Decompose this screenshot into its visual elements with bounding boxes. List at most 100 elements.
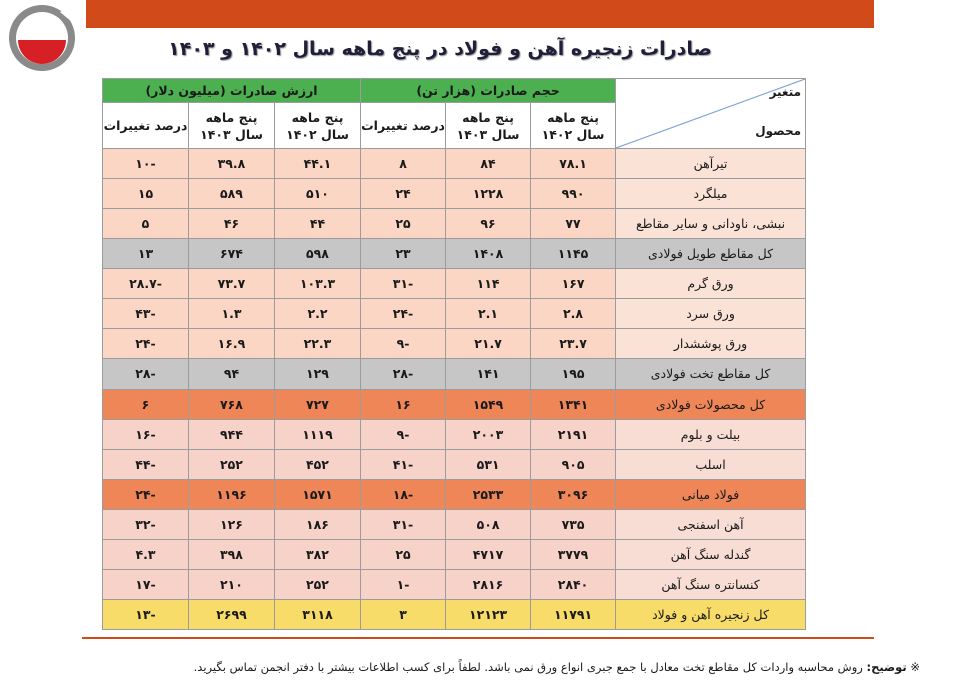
value-1403-cell: ۴۶ [188, 208, 275, 240]
table-row: کل مقاطع طویل فولادی ۱۱۴۵ ۱۴۰۸ ۲۳ ۵۹۸ ۶۷۴ ۱۳ [102, 238, 807, 270]
value-change-cell: -۱۰ [102, 147, 189, 180]
table-row: بیلت و بلوم ۲۱۹۱ ۲۰۰۳ -۹ ۱۱۱۹ ۹۴۴ -۱۶ [102, 418, 807, 450]
volume-1403-cell: ۲.۱ [445, 298, 532, 330]
volume-1403-cell: ۸۴ [445, 147, 532, 180]
value-1403-cell: ۲۶۹۹ [188, 598, 275, 631]
volume-1403-cell: ۵۳۱ [445, 448, 532, 480]
group-header-value: ارزش صادرات (میلیون دلار) [102, 78, 361, 103]
product-name-cell: ورق پوششدار [615, 328, 807, 360]
group-header-volume: حجم صادرات (هزار تن) [359, 78, 617, 103]
volume-1403-cell: ۴۷۱۷ [445, 538, 532, 570]
table-row: کل زنجیره آهن و فولاد ۱۱۷۹۱ ۱۲۱۲۳ ۳ ۳۱۱۸ ۲۶۹۹… [102, 598, 807, 631]
volume-1402-cell: ۱۶۷ [530, 268, 617, 300]
product-name-cell: ورق سرد [615, 298, 807, 330]
value-1403-cell: ۱.۳ [188, 298, 275, 330]
product-name-cell: فولاد میانی [615, 478, 807, 510]
volume-1402-cell: ۱۳۴۱ [530, 388, 617, 420]
value-1403-cell: ۱۱۹۶ [188, 478, 275, 510]
volume-change-cell: -۲۴ [359, 298, 447, 330]
value-1403-cell: ۳۹.۸ [188, 147, 275, 180]
subheader-volume-change: درصد تغییرات [359, 102, 447, 149]
value-1402-cell: ۵۱۰ [274, 178, 361, 210]
value-1403-cell: ۲۵۲ [188, 448, 275, 480]
value-change-cell: -۴۴ [102, 448, 189, 480]
product-name-cell: کل مقاطع طویل فولادی [615, 238, 807, 270]
value-change-cell: -۲۸ [102, 358, 189, 390]
table-row: تیرآهن ۷۸.۱ ۸۴ ۸ ۴۴.۱ ۳۹.۸ -۱۰ [102, 147, 807, 180]
table-row: کنسانتره سنگ آهن ۲۸۴۰ ۲۸۱۶ -۱ ۲۵۲ ۲۱۰ -۱۷ [102, 568, 807, 600]
volume-1403-cell: ۲۱.۷ [445, 328, 532, 360]
value-1402-cell: ۴۴ [274, 208, 361, 240]
volume-1402-cell: ۳۰۹۶ [530, 478, 617, 510]
table-row: اسلب ۹۰۵ ۵۳۱ -۴۱ ۴۵۲ ۲۵۲ -۴۴ [102, 448, 807, 480]
volume-change-cell: ۱۶ [359, 388, 447, 420]
volume-1403-cell: ۱۵۴۹ [445, 388, 532, 420]
value-change-cell: -۲۸.۷ [102, 268, 189, 300]
table-row: گندله سنگ آهن ۳۷۷۹ ۴۷۱۷ ۲۵ ۳۸۲ ۳۹۸ ۴.۳ [102, 538, 807, 570]
value-1402-cell: ۱۲۹ [274, 358, 361, 390]
product-name-cell: اسلب [615, 448, 807, 480]
table-row: نبشی، ناودانی و سایر مقاطع ۷۷ ۹۶ ۲۵ ۴۴ ۴۶ ۵ [102, 208, 807, 240]
page-title: صادرات زنجیره آهن و فولاد در پنج ماهه سا… [168, 38, 712, 60]
table-row: ورق سرد ۲.۸ ۲.۱ -۲۴ ۲.۲ ۱.۳ -۴۳ [102, 298, 807, 330]
value-1402-cell: ۱۰۳.۳ [274, 268, 361, 300]
value-change-cell: -۲۴ [102, 328, 189, 360]
value-change-cell: ۵ [102, 208, 189, 240]
volume-change-cell: -۴۱ [359, 448, 447, 480]
value-change-cell: -۴۳ [102, 298, 189, 330]
volume-change-cell: ۲۴ [359, 178, 447, 210]
value-1402-cell: ۲.۲ [274, 298, 361, 330]
top-accent-bar [86, 0, 874, 28]
volume-change-cell: ۳ [359, 598, 447, 631]
value-change-cell: -۱۳ [102, 598, 189, 631]
table-row: ورق گرم ۱۶۷ ۱۱۴ -۳۱ ۱۰۳.۳ ۷۳.۷ -۲۸.۷ [102, 268, 807, 300]
footnote-marker: ※ [910, 660, 920, 674]
volume-1402-cell: ۱۱۷۹۱ [530, 598, 617, 631]
footnote: ※ توضیح: روش محاسبه واردات کل مقاطع تخت … [40, 660, 920, 674]
volume-1402-cell: ۹۹۰ [530, 178, 617, 210]
value-1402-cell: ۲۲.۳ [274, 328, 361, 360]
value-1402-cell: ۴۵۲ [274, 448, 361, 480]
value-1402-cell: ۱۸۶ [274, 508, 361, 540]
association-logo-icon [0, 0, 86, 78]
volume-1402-cell: ۲۱۹۱ [530, 418, 617, 450]
volume-1403-cell: ۲۰۰۳ [445, 418, 532, 450]
product-name-cell: کل زنجیره آهن و فولاد [615, 598, 807, 631]
volume-change-cell: -۲۸ [359, 358, 447, 390]
value-1402-cell: ۱۵۷۱ [274, 478, 361, 510]
value-1403-cell: ۱۲۶ [188, 508, 275, 540]
volume-change-cell: ۲۵ [359, 208, 447, 240]
volume-1403-cell: ۵۰۸ [445, 508, 532, 540]
volume-1402-cell: ۷۷ [530, 208, 617, 240]
value-change-cell: -۱۶ [102, 418, 189, 450]
value-1403-cell: ۶۷۴ [188, 238, 275, 270]
value-change-cell: ۱۵ [102, 178, 189, 210]
corner-label-product: محصول [755, 124, 802, 138]
value-1403-cell: ۷۶۸ [188, 388, 275, 420]
table-row: کل محصولات فولادی ۱۳۴۱ ۱۵۴۹ ۱۶ ۷۲۷ ۷۶۸ ۶ [102, 388, 807, 420]
footer-divider [82, 637, 874, 639]
volume-1403-cell: ۱۲۲۸ [445, 178, 532, 210]
value-1402-cell: ۴۴.۱ [274, 147, 361, 180]
value-change-cell: ۶ [102, 388, 189, 420]
table-row: کل مقاطع تخت فولادی ۱۹۵ ۱۴۱ -۲۸ ۱۲۹ ۹۴ -۲۸ [102, 358, 807, 390]
subheader-value-1402: پنج ماهه سال ۱۴۰۲ [274, 102, 361, 149]
value-1403-cell: ۷۳.۷ [188, 268, 275, 300]
volume-change-cell: -۳۱ [359, 508, 447, 540]
value-1403-cell: ۹۴۴ [188, 418, 275, 450]
table-row: میلگرد ۹۹۰ ۱۲۲۸ ۲۴ ۵۱۰ ۵۸۹ ۱۵ [102, 178, 807, 210]
volume-1402-cell: ۷۳۵ [530, 508, 617, 540]
value-1403-cell: ۵۸۹ [188, 178, 275, 210]
value-1403-cell: ۱۶.۹ [188, 328, 275, 360]
volume-1403-cell: ۱۲۱۲۳ [445, 598, 532, 631]
product-name-cell: ورق گرم [615, 268, 807, 300]
footnote-label: توضیح: [866, 660, 907, 674]
volume-1402-cell: ۳۷۷۹ [530, 538, 617, 570]
table-row: فولاد میانی ۳۰۹۶ ۲۵۳۳ -۱۸ ۱۵۷۱ ۱۱۹۶ -۲۴ [102, 478, 807, 510]
subheader-value-1403: پنج ماهه سال ۱۴۰۳ [188, 102, 275, 149]
exports-table: متغیر محصول حجم صادرات (هزار تن) ارزش صا… [102, 78, 807, 631]
value-change-cell: -۱۷ [102, 568, 189, 600]
value-1402-cell: ۲۵۲ [274, 568, 361, 600]
volume-change-cell: ۸ [359, 147, 447, 180]
corner-header-cell: متغیر محصول [615, 78, 807, 149]
